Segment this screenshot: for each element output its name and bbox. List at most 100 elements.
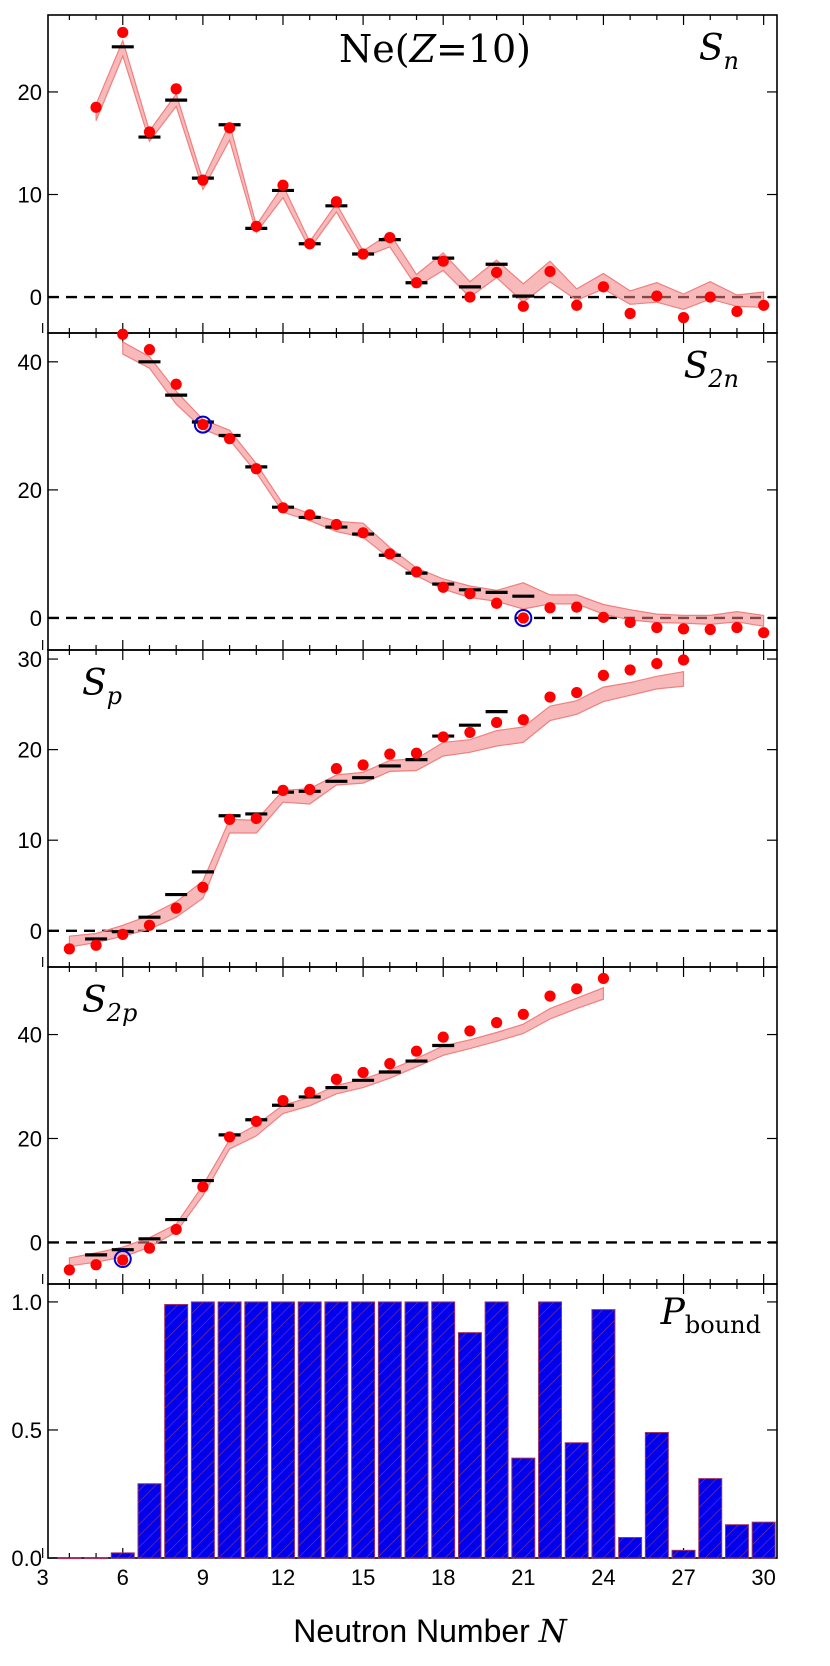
prediction-point — [90, 939, 102, 951]
prediction-point — [330, 763, 342, 775]
prediction-point — [197, 1181, 209, 1193]
x-tick-label: 9 — [197, 1565, 209, 1590]
prediction-point — [250, 220, 262, 232]
prediction-point — [410, 1045, 423, 1057]
Pbound-ytick-label: 0.5 — [11, 1418, 42, 1443]
prediction-point — [117, 1254, 129, 1266]
prediction-point — [277, 1094, 289, 1107]
bar — [724, 1524, 749, 1559]
Sn-label: Sn — [699, 28, 739, 75]
x-axis-title: Neutron Number N — [293, 1612, 567, 1650]
prediction-point — [758, 299, 770, 311]
S2n-ytick-label: 20 — [18, 478, 42, 503]
S2p-ytick-label: 20 — [18, 1126, 42, 1151]
prediction-point — [170, 1223, 182, 1236]
prediction-point — [651, 657, 663, 670]
prediction-point — [571, 983, 583, 995]
prediction-point — [223, 1131, 236, 1143]
prediction-point — [464, 588, 476, 600]
Sn-ytick-label: 0 — [30, 285, 42, 310]
highlight-circle — [193, 415, 212, 434]
bar — [324, 1301, 349, 1559]
prediction-point — [464, 291, 476, 303]
prediction-point — [704, 623, 716, 636]
bar — [137, 1483, 162, 1559]
x-tick-label: 12 — [271, 1565, 295, 1590]
x-tick-label: 15 — [351, 1565, 375, 1590]
prediction-point — [437, 731, 449, 743]
prediction-point — [731, 305, 743, 318]
x-tick-label: 24 — [591, 1565, 615, 1590]
bar — [164, 1303, 189, 1559]
prediction-point — [597, 611, 610, 623]
prediction-point — [651, 290, 663, 302]
x-tick-label: 30 — [751, 1565, 775, 1590]
Sp-label: Sp — [82, 663, 122, 710]
bar — [618, 1537, 643, 1559]
prediction-point — [250, 812, 262, 825]
S2n-ytick-label: 0 — [30, 606, 42, 631]
prediction-point — [544, 990, 556, 1002]
prediction-point — [143, 126, 156, 138]
prediction-point — [117, 328, 129, 340]
bar — [84, 1557, 109, 1560]
prediction-point — [90, 101, 102, 113]
prediction-point — [330, 196, 342, 208]
bar — [591, 1309, 616, 1559]
Pbound-ytick-label: 0.0 — [11, 1546, 42, 1571]
prediction-point — [517, 714, 529, 726]
prediction-point — [277, 784, 289, 796]
bar — [431, 1301, 456, 1559]
bar — [671, 1549, 696, 1559]
Sp-ytick-label: 10 — [18, 828, 42, 853]
prediction-point — [464, 1025, 476, 1037]
prediction-point — [571, 299, 583, 311]
prediction-point — [410, 747, 423, 759]
prediction-point — [758, 627, 770, 639]
prediction-point — [624, 616, 636, 629]
S2p-label: S2p — [82, 980, 137, 1027]
bar — [457, 1332, 482, 1559]
prediction-point — [571, 686, 583, 699]
prediction-point — [491, 266, 503, 279]
prediction-point — [491, 1017, 503, 1029]
prediction-point — [170, 83, 182, 95]
bar — [484, 1301, 509, 1559]
prediction-point — [330, 1073, 342, 1085]
prediction-point — [464, 726, 476, 739]
prediction-point — [304, 509, 316, 521]
prediction-point — [544, 602, 556, 614]
bar — [297, 1301, 322, 1559]
Sp-ytick-label: 30 — [18, 647, 42, 672]
prediction-point — [544, 265, 556, 278]
highlight-circle — [113, 1250, 132, 1269]
prediction-point — [90, 1259, 102, 1271]
prediction-point — [437, 255, 449, 267]
prediction-point — [197, 174, 209, 186]
Sn-ytick-label: 20 — [18, 80, 42, 105]
x-tick-label: 27 — [671, 1565, 695, 1590]
bar — [564, 1442, 589, 1559]
bar — [751, 1521, 776, 1559]
highlight-circle — [514, 608, 533, 627]
bar — [511, 1457, 536, 1559]
prediction-point — [597, 972, 610, 985]
Sn-uncertainty-band — [95, 38, 765, 311]
bar — [244, 1301, 269, 1559]
prediction-point — [571, 601, 583, 613]
prediction-point — [197, 418, 209, 431]
prediction-point — [304, 783, 316, 796]
prediction-point — [517, 300, 529, 312]
panel-Pbound: 0.0 0.5 1.0 Pbound — [11, 1283, 778, 1571]
x-tick-label: 6 — [117, 1565, 129, 1590]
bar — [538, 1301, 563, 1559]
prediction-point — [357, 527, 369, 539]
S2n-frame — [47, 332, 778, 651]
Pbound-label: Pbound — [660, 1292, 761, 1339]
prediction-point — [677, 312, 690, 324]
bar — [351, 1301, 376, 1559]
prediction-point — [143, 919, 156, 931]
prediction-point — [384, 232, 396, 244]
panel-S2n: 0 20 40 S2n — [18, 328, 778, 651]
